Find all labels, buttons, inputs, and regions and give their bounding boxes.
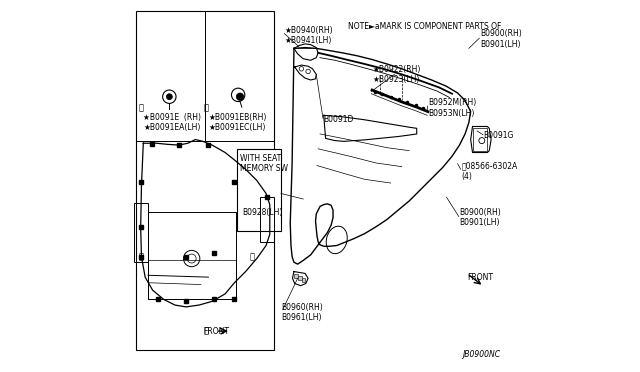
Text: B0952M(RH)
B0953N(LH): B0952M(RH) B0953N(LH) xyxy=(428,98,476,118)
Text: ★B0922(RH)
★B0923(LH): ★B0922(RH) ★B0923(LH) xyxy=(372,65,420,84)
Text: B0091D: B0091D xyxy=(324,115,354,124)
Circle shape xyxy=(236,93,244,100)
Text: B0928(LH): B0928(LH) xyxy=(242,208,282,217)
Text: NOTE►aMARK IS COMPONENT PARTS OF: NOTE►aMARK IS COMPONENT PARTS OF xyxy=(348,22,501,31)
Text: JB0900NC: JB0900NC xyxy=(462,350,500,359)
Bar xyxy=(473,128,488,151)
Text: Ⓝ08566-6302A
(4): Ⓝ08566-6302A (4) xyxy=(461,161,518,181)
Text: ★B0940(RH)
★B0941(LH): ★B0940(RH) ★B0941(LH) xyxy=(285,26,333,45)
Bar xyxy=(134,203,148,262)
Circle shape xyxy=(166,94,172,100)
Bar xyxy=(298,276,302,280)
Text: B0960(RH)
B0961(LH): B0960(RH) B0961(LH) xyxy=(281,303,323,322)
Text: Ⓐ: Ⓐ xyxy=(250,252,255,261)
Text: WITH SEAT
MEMORY SW: WITH SEAT MEMORY SW xyxy=(241,154,289,173)
Text: Ⓑ: Ⓑ xyxy=(204,103,209,112)
Bar xyxy=(148,212,236,299)
Text: Ⓐ: Ⓐ xyxy=(204,327,209,336)
Text: B0900(RH)
B0901(LH): B0900(RH) B0901(LH) xyxy=(460,208,501,227)
Bar xyxy=(148,260,236,299)
Bar xyxy=(294,274,298,278)
Bar xyxy=(260,197,273,242)
Text: Ⓐ: Ⓐ xyxy=(138,252,143,261)
Bar xyxy=(237,149,281,231)
Text: B0900(RH)
B0901(LH): B0900(RH) B0901(LH) xyxy=(480,29,522,49)
Text: Ⓐ: Ⓐ xyxy=(138,103,143,112)
Text: B0091G: B0091G xyxy=(484,131,514,140)
Text: FRONT: FRONT xyxy=(203,327,229,336)
Bar xyxy=(302,278,305,282)
Text: ★B0091E  (RH)
★B0091EA(LH): ★B0091E (RH) ★B0091EA(LH) xyxy=(143,113,202,132)
Bar xyxy=(136,11,273,350)
Text: FRONT: FRONT xyxy=(467,273,493,282)
Text: ★B0091EB(RH)
★B0091EC(LH): ★B0091EB(RH) ★B0091EC(LH) xyxy=(209,113,267,132)
